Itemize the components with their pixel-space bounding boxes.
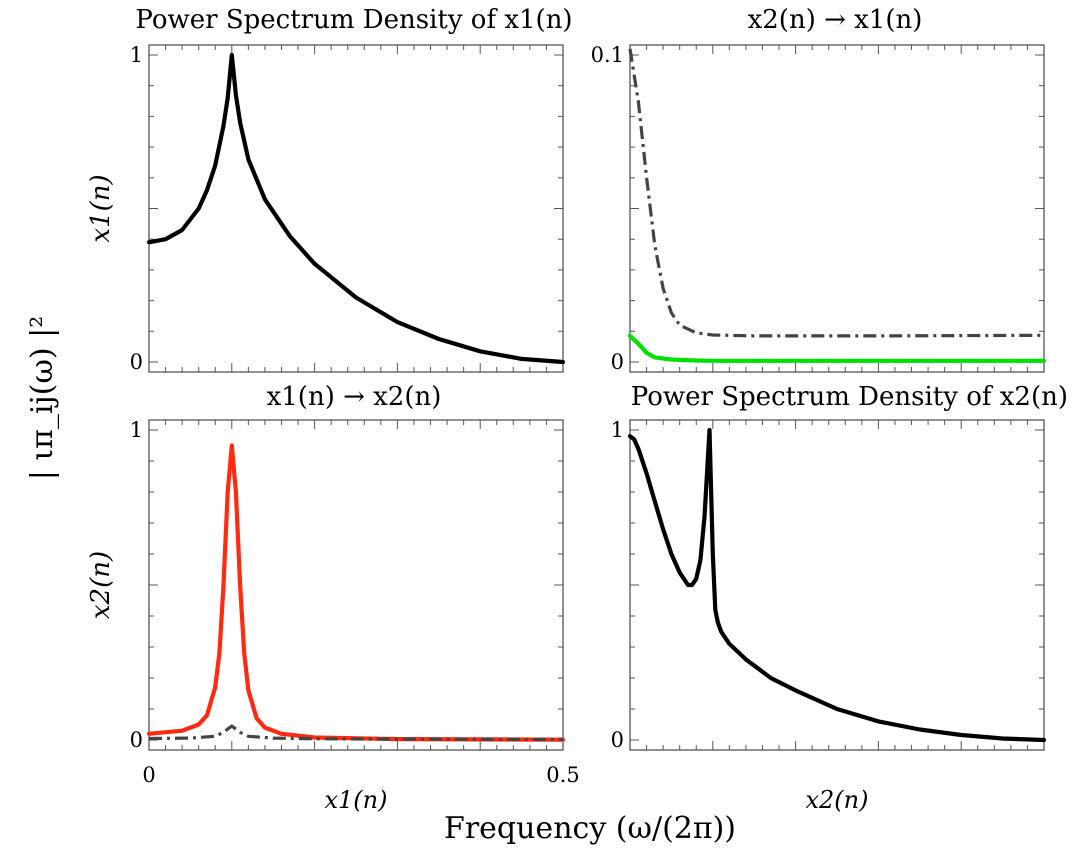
figure-ylabel: | ιπ_ij(ω) |² bbox=[25, 316, 60, 481]
panel-1: Power Spectrum Density of x1(n) 0 1 x1(n) bbox=[86, 5, 573, 374]
panel-3: x1(n) → x2(n) 0 1 0 0.5 x2(n) x1(n) bbox=[86, 382, 580, 814]
panel-4: Power Spectrum Density of x2(n) 0 1 x2(n) bbox=[611, 382, 1068, 814]
panel-title: x1(n) → x2(n) bbox=[267, 382, 442, 412]
y-tick-label: 0 bbox=[611, 350, 624, 374]
panel-frame bbox=[148, 44, 564, 373]
panel-title: x2(n) → x1(n) bbox=[748, 5, 923, 35]
tick-marks bbox=[148, 420, 564, 750]
series-line-1 bbox=[146, 443, 566, 742]
panel-ylabel: x2(n) bbox=[86, 551, 116, 619]
tick-marks bbox=[629, 45, 1045, 372]
figure-xlabel: Frequency (ω/(2π)) bbox=[444, 811, 736, 846]
panel-frame bbox=[629, 44, 1045, 373]
panel-xlabel: x2(n) bbox=[806, 786, 869, 814]
series-line-2 bbox=[627, 333, 1047, 363]
y-tick-label: 1 bbox=[130, 43, 143, 67]
y-tick-label: 0 bbox=[130, 350, 143, 374]
series-line-1 bbox=[627, 427, 1047, 743]
series-line-1 bbox=[628, 48, 1045, 338]
x-tick-label: 0.5 bbox=[546, 763, 579, 787]
panel-title: Power Spectrum Density of x2(n) bbox=[631, 382, 1068, 412]
series-line-2 bbox=[148, 724, 564, 741]
y-tick-label: 0 bbox=[130, 728, 143, 752]
y-tick-label: 0.1 bbox=[591, 43, 624, 67]
y-tick-label: 0 bbox=[611, 728, 624, 752]
panel-ylabel: x1(n) bbox=[86, 174, 116, 242]
series-line-1 bbox=[146, 52, 566, 365]
y-tick-label: 1 bbox=[130, 418, 143, 442]
panel-xlabel: x1(n) bbox=[325, 786, 388, 814]
tick-marks bbox=[629, 420, 1045, 750]
panel-2: x2(n) → x1(n) 0 0.1 bbox=[591, 5, 1047, 374]
x-tick-label: 0 bbox=[142, 763, 155, 787]
y-tick-label: 1 bbox=[611, 418, 624, 442]
tick-marks bbox=[148, 45, 564, 372]
panel-title: Power Spectrum Density of x1(n) bbox=[135, 5, 572, 35]
